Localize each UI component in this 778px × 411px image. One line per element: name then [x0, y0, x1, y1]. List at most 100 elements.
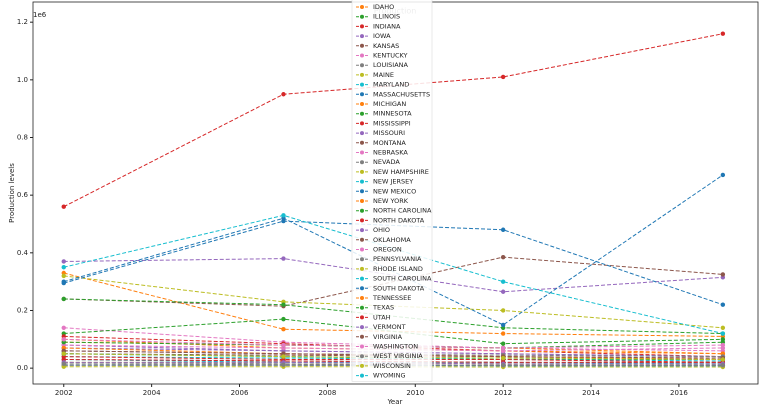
legend-marker	[360, 266, 364, 271]
series-line	[63, 341, 723, 349]
x-tick-label: 2010	[406, 389, 424, 397]
point	[61, 204, 66, 209]
legend-label: KENTUCKY	[373, 52, 408, 60]
legend-marker	[360, 199, 364, 203]
legend-label: NEBRASKA	[373, 149, 408, 157]
x-axis-label: Year	[387, 398, 403, 406]
legend-marker	[360, 92, 364, 97]
legend-marker	[360, 169, 364, 174]
legend-marker	[360, 276, 364, 281]
legend-marker	[360, 218, 364, 223]
x-tick-label: 2008	[318, 389, 336, 397]
point	[720, 331, 726, 336]
legend-marker	[360, 121, 364, 126]
legend-label: MISSISSIPPI	[373, 119, 411, 127]
legend-label: MINNESOTA	[373, 110, 412, 118]
series-line	[63, 350, 723, 359]
legend-label: NEW YORK	[373, 197, 409, 205]
legend-marker	[360, 131, 364, 136]
legend-marker	[360, 286, 364, 291]
legend-marker	[360, 140, 364, 145]
legend-label: TENNESSEE	[372, 294, 411, 302]
series-line	[63, 347, 723, 360]
y-tick-label: 0.4	[17, 249, 29, 257]
y-tick-label: 0.0	[17, 364, 28, 372]
legend-marker	[360, 363, 364, 368]
legend-marker	[360, 72, 364, 77]
legend-label: INDIANA	[373, 22, 401, 30]
legend-label: WEST VIRGINIA	[373, 352, 423, 360]
x-tick-label: 2014	[582, 389, 600, 397]
legend-label: WISCONSIN	[373, 362, 411, 370]
legend-marker	[360, 102, 364, 106]
legend-label: MASSACHUSETTS	[373, 90, 430, 98]
legend-label: LOUISIANA	[373, 61, 409, 69]
series-line	[63, 363, 723, 366]
legend-marker	[360, 111, 364, 116]
legend-label: IOWA	[373, 32, 391, 40]
legend-marker	[360, 247, 364, 252]
point	[281, 92, 286, 97]
legend-label: OREGON	[373, 246, 402, 254]
point	[281, 342, 286, 348]
x-tick-label: 2004	[143, 389, 161, 397]
legend-marker	[360, 189, 364, 194]
legend-label: RHODE ISLAND	[373, 265, 423, 273]
legend-marker	[360, 208, 364, 213]
point	[500, 279, 506, 284]
y-offset-label: 1e6	[33, 11, 47, 19]
point	[61, 259, 66, 264]
legend-marker	[360, 305, 364, 310]
legend-label: NEVADA	[373, 158, 400, 166]
point	[720, 31, 726, 36]
legend-marker	[360, 160, 364, 165]
legend-marker	[360, 5, 364, 9]
point	[500, 355, 506, 361]
legend-label: VIRGINIA	[373, 333, 403, 341]
y-tick-label: 0.2	[17, 306, 28, 314]
legend-label: WASHINGTON	[373, 343, 418, 351]
point	[720, 357, 726, 362]
point	[281, 354, 286, 359]
y-tick-label: 0.6	[17, 191, 29, 199]
legend-label: MARYLAND	[373, 81, 409, 89]
point	[61, 265, 66, 270]
point	[500, 289, 506, 294]
legend-label: NEW MEXICO	[373, 187, 416, 195]
point	[500, 74, 506, 80]
point	[281, 256, 286, 261]
series-line	[63, 353, 723, 360]
legend-label: TEXAS	[372, 304, 394, 312]
legend-label: NEW HAMPSHIRE	[373, 168, 429, 176]
point	[720, 272, 726, 277]
legend-marker	[360, 82, 364, 87]
legend-marker	[360, 354, 364, 359]
point	[500, 363, 506, 368]
legend-label: NORTH DAKOTA	[373, 216, 425, 224]
point	[281, 327, 286, 332]
legend-label: NORTH CAROLINA	[373, 207, 432, 215]
legend-marker	[360, 53, 364, 58]
point	[500, 345, 506, 351]
point	[61, 351, 66, 356]
legend-marker	[360, 14, 364, 19]
point	[720, 363, 726, 368]
point	[61, 273, 66, 279]
legend-label: WYOMING	[373, 372, 406, 380]
series-line	[63, 344, 723, 352]
legend-marker	[360, 257, 364, 262]
legend-marker	[360, 373, 364, 378]
point	[61, 337, 66, 342]
series-line	[63, 358, 723, 363]
series-line	[63, 356, 723, 363]
legend-marker	[360, 325, 364, 330]
point	[61, 279, 66, 284]
point	[720, 342, 726, 348]
legend-label: VERMONT	[373, 323, 406, 331]
point	[500, 322, 506, 328]
legend-marker	[360, 344, 364, 349]
point	[61, 296, 66, 302]
x-tick-label: 2012	[494, 389, 512, 397]
legend-label: OHIO	[373, 226, 390, 234]
y-axis-label: Production levels	[8, 163, 16, 223]
